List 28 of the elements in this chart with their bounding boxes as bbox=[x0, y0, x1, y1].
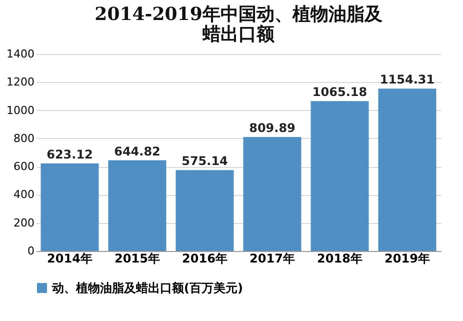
y-tick-label: 600 bbox=[14, 160, 34, 174]
bar bbox=[108, 160, 166, 251]
x-tick-label: 2015年 bbox=[114, 252, 160, 266]
bar bbox=[243, 137, 302, 251]
x-tick-label: 2014年 bbox=[47, 252, 92, 266]
x-tick-label: 2018年 bbox=[317, 252, 362, 266]
bar bbox=[40, 163, 99, 251]
y-tick-label: 0 bbox=[28, 244, 34, 258]
data-label: 1154.31 bbox=[380, 72, 435, 87]
bar bbox=[378, 88, 436, 251]
y-tick-label: 400 bbox=[14, 188, 34, 202]
data-label: 644.82 bbox=[114, 144, 160, 158]
data-label: 623.12 bbox=[46, 147, 93, 162]
x-tick-label: 2019年 bbox=[384, 252, 430, 266]
bar bbox=[176, 170, 234, 251]
data-label: 809.89 bbox=[249, 121, 296, 136]
y-tick-label: 1000 bbox=[6, 104, 34, 117]
data-label: 1065.18 bbox=[312, 85, 368, 100]
y-tick-label: 1400 bbox=[6, 48, 34, 60]
x-tick-label: 2017年 bbox=[250, 252, 295, 266]
legend-label: 动、植物油脂及蜡出口额(百万美元) bbox=[51, 281, 243, 295]
x-tick-label: 2016年 bbox=[182, 252, 228, 266]
chart-title: 2014-2019年中国动、植物油脂及蜡出口额 bbox=[94, 4, 382, 45]
y-tick-label: 200 bbox=[14, 216, 34, 230]
y-tick-label: 1200 bbox=[6, 76, 34, 89]
data-label: 575.14 bbox=[182, 154, 228, 168]
y-tick-label: 800 bbox=[14, 132, 34, 145]
bar bbox=[310, 101, 369, 251]
